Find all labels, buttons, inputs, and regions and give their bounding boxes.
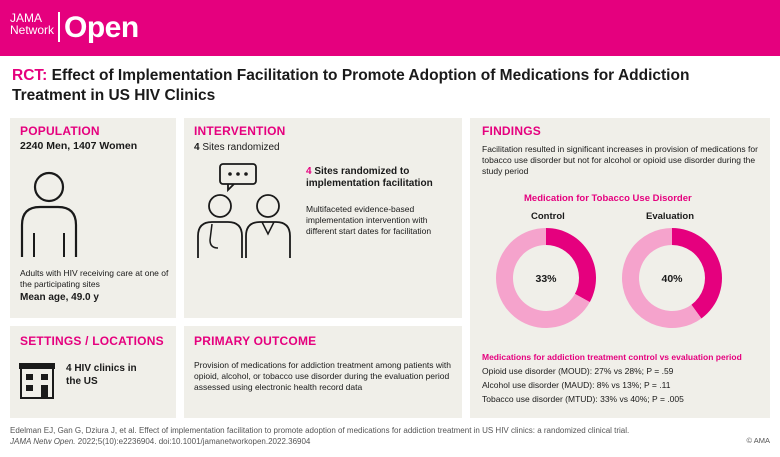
evaluation-label: Evaluation (646, 211, 695, 222)
citation-journal: JAMA Netw Open. (10, 437, 76, 446)
donut-slice-rest-0 (496, 228, 590, 328)
outcome-panel (184, 326, 462, 418)
chart-title: Medication for Tobacco Use Disorder (524, 193, 692, 204)
control-donut-chart: 33% (496, 228, 596, 328)
findings-row-tobacco: Tobacco use disorder (MTUD): 33% vs 40%;… (482, 394, 684, 404)
intervention-description: Multifaceted evidence-based implementati… (306, 204, 432, 236)
title-prefix: RCT: (12, 67, 48, 84)
citation-details: 2022;5(10):e2236904. doi:10.1001/jamanet… (75, 437, 311, 446)
clinicians-icon (197, 163, 291, 258)
copyright-text: © AMA (746, 436, 770, 445)
evaluation-donut-chart: 40% (622, 228, 722, 328)
population-description: Adults with HIV receiving care at one of… (20, 268, 169, 289)
evaluation-donut (622, 228, 722, 328)
outcome-text: Provision of medications for addiction t… (194, 360, 452, 392)
footer (0, 422, 780, 457)
population-panel (10, 118, 176, 318)
donut-slice-value-0 (546, 228, 596, 303)
findings-row-alcohol: Alcohol use disorder (MAUD): 8% vs 13%; … (482, 380, 671, 390)
header-bar (0, 0, 780, 56)
sites-count: 4 (194, 142, 200, 153)
findings-row-opioid: Opioid use disorder (MOUD): 27% vs 28%; … (482, 366, 674, 376)
logo-open: Open (64, 11, 139, 44)
logo-divider (58, 12, 60, 42)
logo-line2: Network (10, 23, 55, 37)
settings-label: SETTINGS / LOCATIONS (20, 334, 164, 348)
intervention-group-title: 4 Sites randomized to implementation fac… (306, 166, 456, 190)
population-counts: 2240 Men, 1407 Women (20, 140, 138, 152)
control-donut (496, 228, 596, 328)
title-area (0, 56, 780, 116)
donut-slice-value-1 (672, 228, 722, 319)
findings-label: FINDINGS (482, 124, 541, 138)
settings-text: 4 HIV clinics in the US (66, 363, 137, 387)
evaluation-value-label: 40% (661, 273, 683, 285)
findings-text: Facilitation resulted in significant inc… (482, 144, 758, 176)
person-icon (20, 171, 78, 257)
intervention-sites: 4 Sites randomized (194, 142, 280, 153)
intervention-panel (184, 118, 462, 318)
logo-line1: JAMA (10, 11, 43, 25)
group-title-text: Sites randomized to implementation facil… (306, 166, 433, 189)
control-value-label: 33% (535, 273, 557, 285)
findings-list-title: Medications for addiction treatment cont… (482, 352, 742, 362)
citation-line2: JAMA Netw Open. 2022;5(10):e2236904. doi… (10, 437, 310, 446)
population-label: POPULATION (20, 124, 100, 138)
control-label: Control (531, 211, 565, 222)
page-title: RCT: Effect of Implementation Facilitati… (12, 66, 762, 106)
population-mean-age: Mean age, 49.0 y (20, 292, 99, 303)
group-number: 4 (306, 166, 312, 177)
outcome-label: PRIMARY OUTCOME (194, 334, 317, 348)
intervention-label: INTERVENTION (194, 124, 286, 138)
settings-panel (10, 326, 176, 418)
donut-slice-rest-1 (622, 228, 702, 328)
jama-network-logo[interactable]: JAMA Network (10, 12, 54, 36)
title-text: Effect of Implementation Facilitation to… (12, 67, 690, 104)
citation-line1: Edelman EJ, Gan G, Dziura J, et al. Effe… (10, 426, 630, 435)
building-icon (19, 363, 55, 399)
